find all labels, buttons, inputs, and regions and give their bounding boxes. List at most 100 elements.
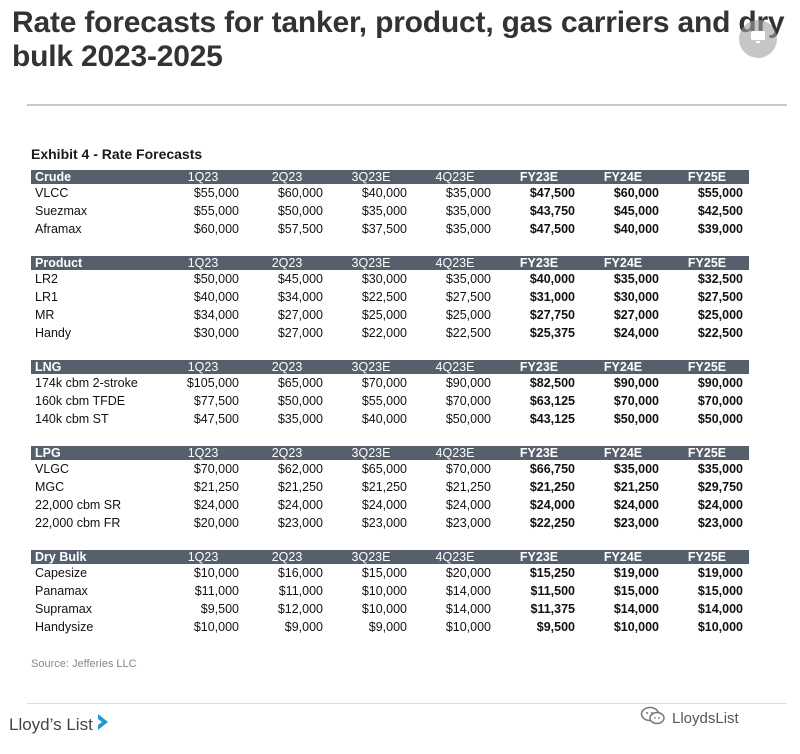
rate-cell: $10,000 xyxy=(193,566,239,580)
column-header: 4Q23E xyxy=(413,446,497,460)
section-header-row: LNG 1Q23 2Q23 3Q23E 4Q23E FY23E FY24E FY25E xyxy=(31,360,749,374)
rate-cell: $77,500 xyxy=(193,394,239,408)
column-header: 3Q23E xyxy=(329,550,413,564)
section-table-product: Product 1Q23 2Q23 3Q23E 4Q23E FY23E FY24E FY25E… xyxy=(31,256,749,342)
rate-cell: $40,000 xyxy=(361,186,407,200)
column-header: 1Q23 xyxy=(161,256,245,270)
column-header: 1Q23 xyxy=(161,170,245,184)
rate-cell: $21,250 xyxy=(277,480,323,494)
section-table-crude: Crude 1Q23 2Q23 3Q23E 4Q23E FY23E FY24E FY25E VL… xyxy=(31,170,749,238)
rate-cell: $27,000 xyxy=(613,308,659,322)
section-table-dry-bulk: Dry Bulk 1Q23 2Q23 3Q23E 4Q23E FY23E FY24E FY25… xyxy=(31,550,749,636)
column-header: 2Q23 xyxy=(245,360,329,374)
rate-cell: $65,000 xyxy=(277,376,323,390)
exhibit-title: Exhibit 4 - Rate Forecasts xyxy=(31,146,203,162)
column-header: FY25E xyxy=(665,446,749,460)
table-row: LR2 $50,000 $45,000 $30,000 $35,000 $40,000 $3… xyxy=(31,270,749,288)
rate-cell: $20,000 xyxy=(193,516,239,530)
row-label: Handysize xyxy=(35,620,94,634)
table-row: Capesize $10,000 $16,000 $15,000 $20,000 $15,… xyxy=(31,564,749,582)
row-label: LR2 xyxy=(35,272,58,286)
rate-cell: $14,000 xyxy=(697,602,743,616)
table-row: 22,000 cbm SR $24,000 $24,000 $24,000 $24,00… xyxy=(31,496,749,514)
table-row: VLCC $55,000 $60,000 $40,000 $35,000 $47,500 $… xyxy=(31,184,749,202)
rate-cell: $35,000 xyxy=(445,204,491,218)
section-name: LPG xyxy=(31,446,161,460)
row-label: 22,000 cbm SR xyxy=(35,498,122,512)
row-label: Capesize xyxy=(35,566,88,580)
rate-cell: $27,750 xyxy=(529,308,575,322)
rate-cell: $10,000 xyxy=(361,584,407,598)
row-label: MGC xyxy=(35,480,65,494)
section-header-row: Dry Bulk 1Q23 2Q23 3Q23E 4Q23E FY23E FY24E FY25… xyxy=(31,550,749,564)
table-row: VLGC $70,000 $62,000 $65,000 $70,000 $66,750 $… xyxy=(31,460,749,478)
rate-cell: $70,000 xyxy=(697,394,743,408)
rate-cell: $35,000 xyxy=(613,462,659,476)
rate-cell: $40,000 xyxy=(613,222,659,236)
section-header-row: Crude 1Q23 2Q23 3Q23E 4Q23E FY23E FY24E FY25E xyxy=(31,170,749,184)
rate-cell: $90,000 xyxy=(445,376,491,390)
rate-cell: $82,500 xyxy=(529,376,575,390)
row-label: Supramax xyxy=(35,602,92,616)
rate-cell: $47,500 xyxy=(529,186,575,200)
rate-cell: $24,000 xyxy=(277,498,323,512)
row-label: 174k cbm 2-stroke xyxy=(35,376,138,390)
rate-cell: $24,000 xyxy=(613,326,659,340)
rate-cell: $27,500 xyxy=(697,290,743,304)
section-header-row: Product 1Q23 2Q23 3Q23E 4Q23E FY23E FY24E FY25E xyxy=(31,256,749,270)
rate-cell: $62,000 xyxy=(277,462,323,476)
rate-cell: $34,000 xyxy=(193,308,239,322)
rate-cell: $35,000 xyxy=(697,462,743,476)
rate-cell: $24,000 xyxy=(445,498,491,512)
rate-cell: $70,000 xyxy=(193,462,239,476)
table-row: Handysize $10,000 $9,000 $9,000 $10,000 $9,50… xyxy=(31,618,749,636)
column-header: FY24E xyxy=(581,256,665,270)
rate-cell: $24,000 xyxy=(613,498,659,512)
row-label: 22,000 cbm FR xyxy=(35,516,121,530)
rate-cell: $27,000 xyxy=(277,326,323,340)
row-label: Handy xyxy=(35,326,72,340)
column-header: 4Q23E xyxy=(413,170,497,184)
column-header: FY25E xyxy=(665,256,749,270)
rate-cell: $45,000 xyxy=(277,272,323,286)
rate-cell: $24,000 xyxy=(361,498,407,512)
rate-cell: $14,000 xyxy=(445,602,491,616)
column-header: FY23E xyxy=(497,170,581,184)
floating-menu-button[interactable] xyxy=(739,20,777,58)
column-header: 4Q23E xyxy=(413,550,497,564)
rate-cell: $25,375 xyxy=(529,326,575,340)
rate-cell: $57,500 xyxy=(277,222,323,236)
column-header: 4Q23E xyxy=(413,256,497,270)
rate-cell: $43,750 xyxy=(529,204,575,218)
rate-cell: $11,500 xyxy=(530,584,576,598)
rate-cell: $29,750 xyxy=(697,480,743,494)
section-name: LNG xyxy=(31,360,161,374)
rate-cell: $60,000 xyxy=(193,222,239,236)
rate-cell: $21,250 xyxy=(361,480,407,494)
rate-cell: $24,000 xyxy=(529,498,575,512)
column-header: FY24E xyxy=(581,446,665,460)
rate-cell: $50,000 xyxy=(277,204,323,218)
rate-cell: $31,000 xyxy=(529,290,575,304)
rate-cell: $22,000 xyxy=(361,326,407,340)
column-header: FY24E xyxy=(581,360,665,374)
rate-cell: $30,000 xyxy=(193,326,239,340)
rate-cell: $23,000 xyxy=(613,516,659,530)
rate-cell: $10,000 xyxy=(697,620,743,634)
rate-cell: $22,500 xyxy=(445,326,491,340)
rate-cell: $50,000 xyxy=(445,412,491,426)
section-header-row: LPG 1Q23 2Q23 3Q23E 4Q23E FY23E FY24E FY25E xyxy=(31,446,749,460)
rate-cell: $50,000 xyxy=(277,394,323,408)
rate-cell: $23,000 xyxy=(277,516,323,530)
section-table-lpg: LPG 1Q23 2Q23 3Q23E 4Q23E FY23E FY24E FY25E VLGC… xyxy=(31,446,749,532)
table-row: Panamax $11,000 $11,000 $10,000 $14,000 $11,5… xyxy=(31,582,749,600)
rate-cell: $50,000 xyxy=(193,272,239,286)
rate-cell: $9,000 xyxy=(368,620,407,634)
table-row: 160k cbm TFDE $77,500 $50,000 $55,000 $70,00… xyxy=(31,392,749,410)
lloyds-list-logo[interactable]: Lloyd’s List xyxy=(9,712,110,737)
rate-cell: $66,750 xyxy=(529,462,575,476)
rate-cell: $55,000 xyxy=(697,186,743,200)
watermark-text: LloydsList xyxy=(672,709,739,727)
column-header: 2Q23 xyxy=(245,256,329,270)
rate-cell: $27,500 xyxy=(445,290,491,304)
